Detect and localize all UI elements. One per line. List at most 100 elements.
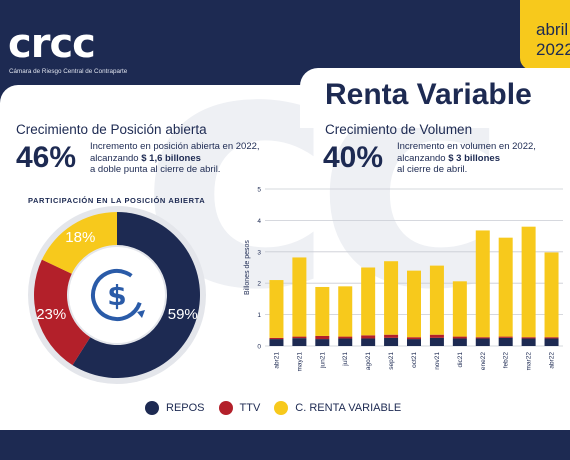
y-axis-label: Billones de pesos [244,240,251,295]
bar-ttv-may21 [292,336,307,339]
bar-repos-jul21 [338,338,353,346]
bar-ttv-abr21 [269,337,284,340]
bar-repos-may21 [292,338,307,346]
legend-dot-repos [145,401,159,415]
bar-repos-sep21 [384,337,399,346]
date-badge [520,0,570,70]
x-tick-label: abr21 [273,352,280,369]
bar-ttv-abr22 [544,337,559,339]
bar-repos-nov21 [429,337,444,346]
x-tick-label: feb22 [503,352,510,369]
bar-c-renta-variable-jun21 [315,286,330,336]
position-desc-line3: a doble punta al cierre de abril. [90,164,221,175]
position-desc-prefix: alcanzando [90,152,142,164]
crcc-logo: crcc [8,21,96,67]
y-tick-label: 5 [257,187,261,194]
bar-repos-ene22 [475,338,490,346]
donut-slice-ttv [34,259,91,366]
y-tick-label: 2 [257,281,261,288]
donut-title: PARTICIPACIÓN EN LA POSICIÓN ABIERTA [28,196,206,205]
bar-ttv-jul21 [338,336,353,339]
bar-repos-abr21 [269,339,284,346]
legend-item-repos: REPOS [145,401,205,415]
bar-repos-oct21 [407,339,421,346]
bar-ttv-jun21 [315,335,330,340]
volume-growth-value: 40% [323,141,384,174]
bar-repos-jun21 [315,339,330,346]
legend-item-ttv: TTV [218,401,261,415]
page-title: Renta Variable [325,78,532,111]
bar-c-renta-variable-abr21 [269,280,284,338]
volume-desc-prefix: alcanzando [397,152,449,164]
position-growth-description: Incremento en posición abierta en 2022, … [90,141,260,176]
logo-subtitle: Cámara de Riesgo Central de Contraparte [9,68,128,75]
x-tick-label: ago21 [365,352,372,370]
x-tick-label: may21 [296,352,303,372]
x-tick-label: nov21 [434,352,441,370]
bar-c-renta-variable-sep21 [384,261,399,335]
x-tick-label: sep21 [388,352,395,370]
bar-c-renta-variable-ago21 [361,267,376,336]
header-band: crcc Cámara de Riesgo Central de Contrap… [0,0,570,95]
bar-repos-abr22 [544,338,559,346]
x-tick-label: jun21 [319,352,326,369]
open-position-donut-chart: 59% 23% 18% $ [28,206,206,384]
chart-legend: REPOS TTV C. RENTA VARIABLE [145,398,415,418]
donut-label-c-renta-variable: 18% [65,229,95,246]
x-tick-label: ene22 [480,352,487,370]
bar-c-renta-variable-oct21 [407,270,421,338]
bar-ttv-feb22 [498,336,513,338]
bar-repos-mar22 [521,338,536,346]
volume-desc-line1: Incremento en volumen en 2022, [397,141,536,152]
donut-slice-c-renta-variable [41,212,117,274]
y-tick-label: 3 [257,249,261,256]
bar-ttv-dic21 [452,336,467,339]
donut-center [69,247,165,343]
bar-ttv-ago21 [361,335,376,339]
volume-desc-line3: al cierre de abril. [397,164,468,175]
bar-repos-feb22 [498,337,513,346]
position-desc-line2: alcanzando $ 1,6 billones [90,153,260,165]
position-growth-value: 46% [16,141,77,174]
x-tick-label: mar22 [526,352,533,371]
bar-ttv-ene22 [475,337,490,339]
donut-slice-repos [72,212,200,378]
bar-c-renta-variable-ene22 [475,230,490,338]
bar-c-renta-variable-jul21 [338,286,353,337]
donut-label-ttv: 23% [36,306,66,323]
x-tick-label: dic21 [457,352,464,368]
legend-label-renta-variable: C. RENTA VARIABLE [295,402,402,414]
bar-repos-dic21 [452,338,467,346]
volume-desc-amount: $ 3 billones [448,152,500,164]
donut-label-repos: 59% [168,306,198,323]
footer-band [0,430,570,460]
date-month: abril [536,20,569,39]
bar-c-renta-variable-may21 [292,257,307,337]
legend-label-ttv: TTV [239,402,261,414]
title-tab [300,68,570,128]
bar-ttv-oct21 [407,337,421,340]
bar-c-renta-variable-abr22 [544,252,559,338]
x-tick-label: oct21 [411,352,418,368]
y-tick-label: 0 [257,344,261,351]
bar-c-renta-variable-mar22 [521,226,536,338]
y-tick-label: 4 [257,218,261,225]
bar-ttv-sep21 [384,334,399,338]
legend-item-renta-variable: C. RENTA VARIABLE [274,401,401,415]
volume-growth-title: Crecimiento de Volumen [325,122,473,137]
bar-c-renta-variable-nov21 [429,265,444,335]
volume-desc-line2: alcanzando $ 3 billones [397,153,536,165]
y-tick-label: 1 [257,312,261,319]
volume-bar-chart: 0 1 2 3 4 5 Billones de pesos abr21 may21 jun21 ju… [244,187,563,372]
legend-dot-renta-variable [274,401,289,415]
dollar-cycle-icon: $ [91,269,145,321]
svg-text:$: $ [107,279,126,312]
volume-growth-description: Incremento en volumen en 2022, alcanzand… [397,141,536,176]
position-desc-amount: $ 1,6 billones [141,152,201,164]
bar-c-renta-variable-feb22 [498,237,513,337]
position-desc-line1: Incremento en posición abierta en 2022, [90,141,260,152]
date-year: 2022 [536,40,570,59]
position-growth-title: Crecimiento de Posición abierta [16,122,207,137]
legend-dot-ttv [218,401,233,415]
